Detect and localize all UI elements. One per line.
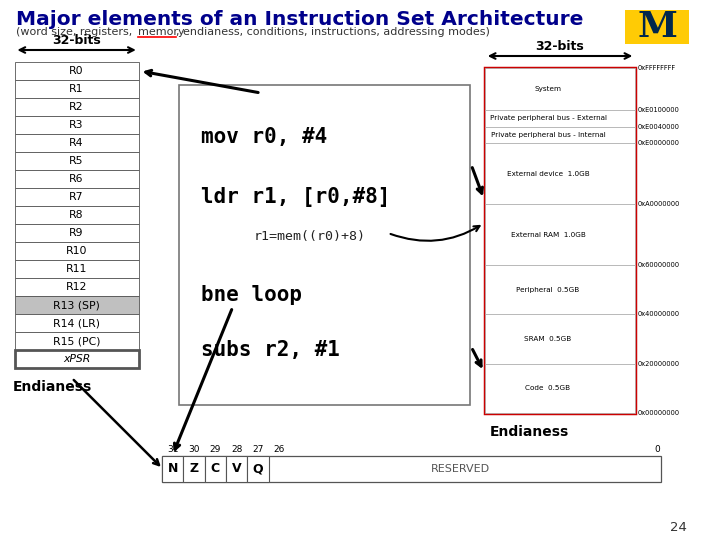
Text: 32-bits: 32-bits xyxy=(53,34,101,47)
Text: Endianess: Endianess xyxy=(13,380,92,394)
Bar xyxy=(14,98,139,116)
Text: bne loop: bne loop xyxy=(201,285,302,305)
Text: mov r0, #4: mov r0, #4 xyxy=(201,127,327,147)
Bar xyxy=(204,456,226,482)
Bar xyxy=(485,68,635,413)
Bar xyxy=(14,170,139,188)
Text: 0xA0000000: 0xA0000000 xyxy=(638,201,680,207)
Bar xyxy=(14,242,139,260)
Bar xyxy=(485,127,635,143)
Text: Private peripheral bus - Internal: Private peripheral bus - Internal xyxy=(490,132,606,138)
Text: R11: R11 xyxy=(66,264,87,274)
Text: (word size, registers,: (word size, registers, xyxy=(16,27,135,37)
Bar xyxy=(14,152,139,170)
Text: 0: 0 xyxy=(654,445,660,454)
Text: Endianess: Endianess xyxy=(490,425,569,439)
Text: N: N xyxy=(168,462,178,476)
Bar xyxy=(14,134,139,152)
Text: SRAM  0.5GB: SRAM 0.5GB xyxy=(524,336,572,342)
Text: R5: R5 xyxy=(69,156,84,166)
Bar xyxy=(14,224,139,242)
Text: Q: Q xyxy=(253,462,264,476)
Text: System: System xyxy=(534,86,562,92)
Text: R3: R3 xyxy=(69,120,84,130)
Bar xyxy=(247,456,269,482)
Text: External device  1.0GB: External device 1.0GB xyxy=(507,171,590,177)
Text: R2: R2 xyxy=(69,102,84,112)
Text: r1=mem((r0)+8): r1=mem((r0)+8) xyxy=(254,230,366,243)
Text: Major elements of an Instruction Set Architecture: Major elements of an Instruction Set Arc… xyxy=(16,10,583,29)
Text: 0xE0000000: 0xE0000000 xyxy=(638,140,680,146)
Bar xyxy=(184,456,204,482)
Text: 32-bits: 32-bits xyxy=(536,40,585,53)
Text: 24: 24 xyxy=(670,521,687,534)
Bar xyxy=(485,68,635,110)
Text: xPSR: xPSR xyxy=(63,354,90,364)
Text: 0x60000000: 0x60000000 xyxy=(638,262,680,268)
Text: M: M xyxy=(637,10,677,44)
Text: V: V xyxy=(232,462,241,476)
Text: Z: Z xyxy=(189,462,199,476)
Text: External RAM  1.0GB: External RAM 1.0GB xyxy=(510,232,585,238)
Text: 26: 26 xyxy=(274,445,285,454)
Bar xyxy=(485,265,635,314)
Text: 30: 30 xyxy=(188,445,199,454)
Text: R9: R9 xyxy=(69,228,84,238)
Bar xyxy=(485,143,635,204)
Text: 31: 31 xyxy=(167,445,179,454)
Text: R13 (SP): R13 (SP) xyxy=(53,300,100,310)
Bar xyxy=(14,260,139,278)
Text: , endianess, conditions, instructions, addressing modes): , endianess, conditions, instructions, a… xyxy=(176,27,490,37)
Bar xyxy=(14,296,139,314)
Text: RESERVED: RESERVED xyxy=(431,464,490,474)
Bar xyxy=(14,332,139,350)
Text: R12: R12 xyxy=(66,282,87,292)
Bar xyxy=(179,85,470,405)
Text: C: C xyxy=(211,462,220,476)
Bar xyxy=(14,62,139,80)
Text: R15 (PC): R15 (PC) xyxy=(53,336,100,346)
Bar xyxy=(162,456,184,482)
Text: 0x20000000: 0x20000000 xyxy=(638,361,680,367)
Bar xyxy=(14,80,139,98)
Text: R1: R1 xyxy=(69,84,84,94)
Text: R6: R6 xyxy=(69,174,84,184)
Text: R14 (LR): R14 (LR) xyxy=(53,318,100,328)
Text: R10: R10 xyxy=(66,246,87,256)
Text: subs r2, #1: subs r2, #1 xyxy=(201,340,340,360)
Text: 0xE0100000: 0xE0100000 xyxy=(638,107,680,113)
Text: 0xFFFFFFFF: 0xFFFFFFFF xyxy=(638,65,676,71)
Bar xyxy=(14,314,139,332)
Text: 0xE0040000: 0xE0040000 xyxy=(638,124,680,130)
Text: R0: R0 xyxy=(69,66,84,76)
Text: Code  0.5GB: Code 0.5GB xyxy=(526,386,570,392)
Bar xyxy=(14,206,139,224)
Text: 0x40000000: 0x40000000 xyxy=(638,312,680,318)
Text: R4: R4 xyxy=(69,138,84,148)
Text: 27: 27 xyxy=(252,445,264,454)
Text: ldr r1, [r0,#8]: ldr r1, [r0,#8] xyxy=(201,187,390,207)
Text: Private peripheral bus - External: Private peripheral bus - External xyxy=(490,116,606,122)
Text: 0x00000000: 0x00000000 xyxy=(638,410,680,416)
Text: R7: R7 xyxy=(69,192,84,202)
Bar xyxy=(162,456,662,482)
Bar xyxy=(226,456,247,482)
Bar xyxy=(485,110,635,127)
Bar xyxy=(14,116,139,134)
Bar xyxy=(14,188,139,206)
Bar xyxy=(14,278,139,296)
Bar xyxy=(626,10,688,44)
Bar xyxy=(14,350,139,368)
Bar xyxy=(485,314,635,364)
Text: 29: 29 xyxy=(210,445,221,454)
Bar xyxy=(485,204,635,265)
Text: memory: memory xyxy=(138,27,184,37)
Text: 28: 28 xyxy=(231,445,243,454)
Text: R8: R8 xyxy=(69,210,84,220)
Bar xyxy=(485,364,635,413)
Text: Peripheral  0.5GB: Peripheral 0.5GB xyxy=(516,287,580,293)
